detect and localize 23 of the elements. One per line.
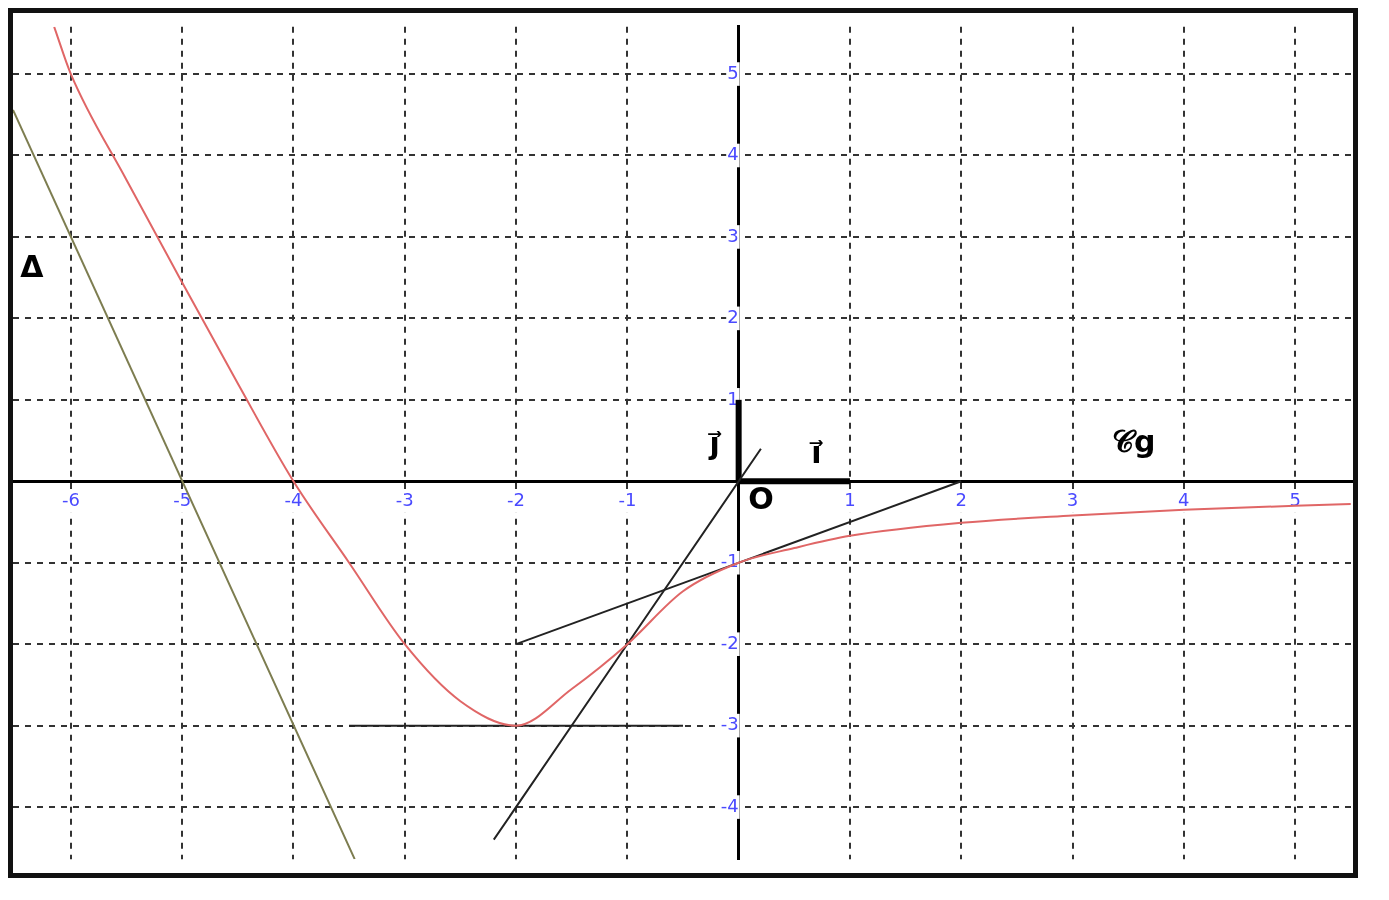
annotation: i⃗	[808, 435, 824, 471]
y-tick-label: 1	[727, 387, 739, 409]
y-tick-label: 4	[727, 143, 739, 165]
annotation: j⃗	[707, 426, 723, 462]
x-tick-label: -6	[61, 488, 80, 510]
y-tick-label: 3	[727, 224, 739, 246]
y-tick-label: -2	[720, 631, 739, 653]
annotation: Δ	[20, 249, 45, 285]
y-tick-label: -3	[720, 713, 739, 735]
y-tick-label: 2	[727, 306, 739, 328]
x-tick-label: -4	[284, 488, 303, 510]
x-tick-label: -2	[507, 488, 526, 510]
x-tick-label: -3	[395, 488, 414, 510]
annotation: O	[748, 481, 774, 517]
x-tick-label: 3	[1066, 488, 1079, 510]
x-tick-label: 2	[955, 488, 967, 510]
annotation: 𝒞g	[1112, 424, 1156, 460]
x-tick-label: -5	[173, 488, 192, 510]
x-tick-label: 4	[1178, 488, 1190, 510]
y-tick-label: 5	[727, 61, 739, 83]
y-tick-label: -4	[720, 794, 739, 816]
x-tick-label: 1	[844, 488, 856, 510]
x-tick-label: -1	[618, 488, 637, 510]
